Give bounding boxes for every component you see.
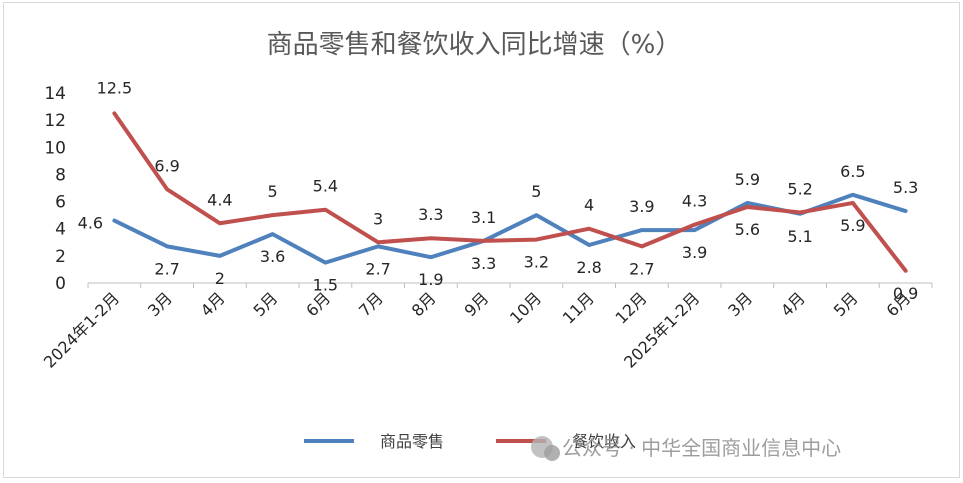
data-label-retail: 2.8 bbox=[576, 258, 601, 277]
data-label-retail: 3.6 bbox=[260, 247, 285, 266]
data-label-catering: 2.7 bbox=[629, 259, 654, 278]
y-tick-label: 0 bbox=[55, 274, 66, 294]
x-tick-label: 12月 bbox=[612, 288, 651, 327]
data-label-retail: 6.5 bbox=[840, 162, 865, 181]
data-label-retail: 5.3 bbox=[893, 178, 918, 197]
data-label-catering: 12.5 bbox=[97, 78, 133, 97]
x-axis: 2024年1-2月 3月 4月 5月 6月 7月 8月 9月 10月 11月 12月2025年1-2… bbox=[40, 282, 933, 372]
x-tick-label: 9月 bbox=[461, 288, 493, 320]
data-label-retail: 5.9 bbox=[735, 170, 760, 189]
x-tick-label: 11月 bbox=[559, 288, 598, 327]
y-axis: 0 2 4 6 8 10 12 14 bbox=[44, 84, 66, 294]
x-tick-label: 7月 bbox=[355, 288, 387, 320]
data-label-retail: 3.1 bbox=[471, 208, 496, 227]
line-chart: 商品零售和餐饮收入同比增速（%） 0 2 4 6 8 10 12 14 2024年1-2月 3月… bbox=[40, 30, 933, 461]
data-label-catering: 3.3 bbox=[418, 205, 443, 224]
data-label-retail: 3.9 bbox=[629, 197, 654, 216]
data-label-retail: 1.5 bbox=[313, 276, 338, 295]
data-label-catering: 6.9 bbox=[154, 156, 179, 175]
data-label-catering: 5 bbox=[268, 182, 278, 201]
data-label-retail: 2.7 bbox=[365, 259, 390, 278]
chart-frame: 商品零售和餐饮收入同比增速（%） 0 2 4 6 8 10 12 14 2024年1-2月 3月… bbox=[3, 2, 960, 478]
x-tick-label: 10月 bbox=[506, 288, 545, 327]
data-label-retail: 2 bbox=[215, 269, 225, 288]
x-tick-label: 2024年1-2月 bbox=[40, 288, 123, 371]
x-tick-label: 8月 bbox=[408, 288, 440, 320]
watermark-text: 公众号 · 中华全国商业信息中心 bbox=[562, 436, 841, 460]
data-label-catering: 3.3 bbox=[471, 254, 496, 273]
y-tick-label: 10 bbox=[44, 138, 66, 158]
data-label-catering: 5.4 bbox=[313, 177, 338, 196]
data-label-catering: 3.2 bbox=[524, 253, 549, 272]
data-label-catering: 0.9 bbox=[893, 284, 918, 303]
data-label-catering: 3 bbox=[373, 209, 383, 228]
data-label-catering: 5.6 bbox=[735, 220, 760, 239]
series-layer bbox=[112, 111, 908, 273]
x-tick-label: 3月 bbox=[724, 288, 756, 320]
legend-label: 商品零售 bbox=[380, 432, 444, 451]
data-label-catering: 4.3 bbox=[682, 192, 707, 211]
data-label-retail: 3.9 bbox=[682, 243, 707, 262]
y-tick-label: 14 bbox=[44, 84, 66, 104]
y-tick-label: 4 bbox=[55, 220, 66, 240]
y-tick-label: 8 bbox=[55, 165, 66, 185]
y-tick-label: 6 bbox=[55, 193, 66, 213]
data-label-retail: 5 bbox=[531, 182, 541, 201]
chart-title: 商品零售和餐饮收入同比增速（%） bbox=[267, 30, 682, 60]
x-tick-label: 5月 bbox=[250, 288, 282, 320]
series-line bbox=[112, 111, 908, 273]
data-label-retail: 5.1 bbox=[787, 227, 812, 246]
x-tick-label: 4月 bbox=[777, 288, 809, 320]
y-tick-label: 2 bbox=[55, 247, 66, 267]
legend-label: 餐饮收入 bbox=[572, 432, 636, 451]
data-label-retail: 4.6 bbox=[78, 214, 103, 233]
data-label-catering: 5.2 bbox=[787, 179, 812, 198]
watermark: 公众号 · 中华全国商业信息中心 bbox=[531, 436, 841, 461]
legend: 商品零售 餐饮收入 bbox=[304, 432, 636, 451]
y-tick-label: 12 bbox=[44, 111, 66, 131]
data-label-retail: 1.9 bbox=[418, 270, 443, 289]
data-label-catering: 5.9 bbox=[840, 216, 865, 235]
data-label-retail: 2.7 bbox=[154, 259, 179, 278]
wechat-icon bbox=[544, 445, 560, 461]
x-tick-label: 4月 bbox=[197, 288, 229, 320]
data-labels: 4.6 12.5 2.7 6.9 2 4.4 3.6 5 1.5 5.4 2.7 3 1.9 3.3 3.1… bbox=[78, 78, 919, 302]
data-label-catering: 4 bbox=[584, 196, 594, 215]
x-tick-label: 3月 bbox=[144, 288, 176, 320]
x-tick-label: 5月 bbox=[830, 288, 862, 320]
data-label-catering: 4.4 bbox=[207, 190, 232, 209]
